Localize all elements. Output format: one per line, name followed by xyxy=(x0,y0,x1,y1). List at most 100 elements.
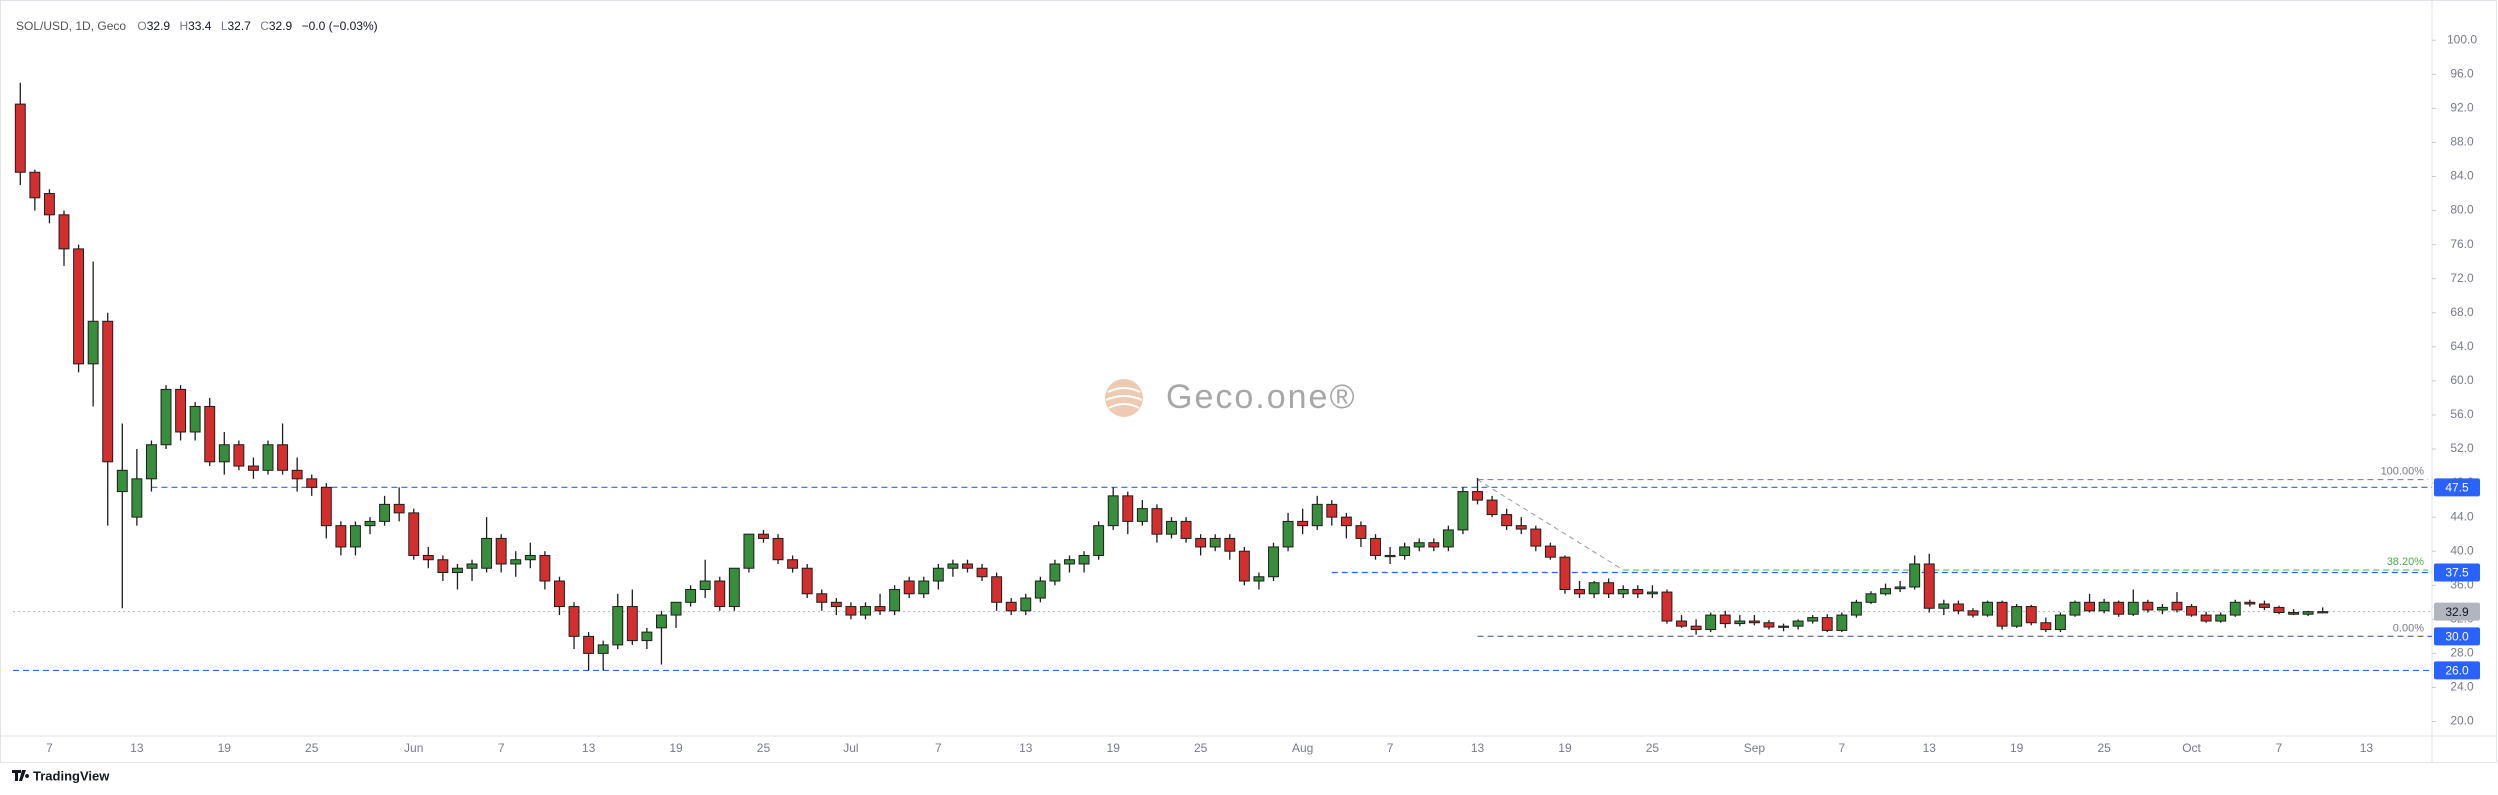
candle-body xyxy=(1355,525,1367,539)
candle-body xyxy=(1792,620,1804,627)
y-tick-label: 76.0 xyxy=(2450,237,2474,251)
candle-body xyxy=(816,593,828,603)
candle-body xyxy=(656,614,667,629)
candle-body xyxy=(1064,559,1075,565)
candle-body xyxy=(1428,542,1440,548)
candle-body xyxy=(43,193,55,216)
candle-body xyxy=(1807,617,1819,622)
candle-body xyxy=(1909,563,1921,588)
candle-body xyxy=(1195,537,1207,548)
x-tick-label: Jun xyxy=(404,741,423,755)
x-tick-label: 25 xyxy=(1646,741,1660,755)
candle-body xyxy=(1224,537,1236,552)
candle-body xyxy=(1982,601,1993,616)
candle-body xyxy=(918,580,930,595)
y-tick-label: 20.0 xyxy=(2450,714,2474,728)
candle-body xyxy=(1880,588,1891,595)
candle-body xyxy=(1574,589,1585,595)
candle-body xyxy=(393,503,405,514)
x-tick-label: 7 xyxy=(2276,741,2283,755)
candle-body xyxy=(73,248,85,365)
candle-body xyxy=(2273,606,2285,614)
candle-body xyxy=(830,601,842,608)
candle-body xyxy=(1952,603,1964,612)
candle-body xyxy=(2069,601,2081,616)
candle-body xyxy=(466,563,478,569)
candle-body xyxy=(102,320,114,463)
candle-body xyxy=(1646,591,1658,595)
tv-logo xyxy=(12,770,30,781)
candle-body xyxy=(1617,589,1629,595)
x-tick-label: 7 xyxy=(935,741,942,755)
x-tick-label: 19 xyxy=(1558,741,1572,755)
candle-body xyxy=(1690,625,1702,631)
price-box-label: 32.9 xyxy=(2445,605,2469,619)
candle-body xyxy=(1107,495,1119,527)
candle-body xyxy=(204,405,216,463)
candle-body xyxy=(1763,622,1775,628)
candle-body xyxy=(1166,520,1177,535)
footer-text: TradingView xyxy=(33,768,110,783)
candle-body xyxy=(262,444,274,471)
candle-body xyxy=(2084,601,2096,612)
candle-body xyxy=(889,589,901,612)
candle-body xyxy=(758,533,769,539)
candle-body xyxy=(1501,514,1513,527)
y-tick-label: 40.0 xyxy=(2450,543,2474,557)
candle-body xyxy=(801,567,813,595)
candle-body xyxy=(947,563,959,569)
candle-body xyxy=(1049,563,1061,582)
candle-body xyxy=(364,520,376,527)
candle-body xyxy=(1734,620,1746,625)
watermark: Geco.one® xyxy=(1105,378,1355,417)
candle-body xyxy=(1865,593,1877,603)
x-tick-label: Aug xyxy=(1292,741,1313,755)
candle-body xyxy=(1238,550,1250,582)
candle-body xyxy=(2215,614,2227,622)
candle-body xyxy=(1850,601,1862,616)
candle-body xyxy=(1515,525,1527,530)
price-box-label: 47.5 xyxy=(2445,481,2469,495)
candle-body xyxy=(1530,528,1542,547)
candle-body xyxy=(175,388,187,433)
candle-body xyxy=(1661,591,1673,622)
candle-body xyxy=(1209,537,1221,548)
candle-body xyxy=(903,580,915,595)
candle-body xyxy=(743,533,755,569)
y-tick-label: 68.0 xyxy=(2450,305,2474,319)
candle-body xyxy=(1472,491,1483,501)
x-tick-label: Jul xyxy=(843,741,858,755)
candle-body xyxy=(1268,546,1279,578)
y-tick-label: 56.0 xyxy=(2450,407,2474,421)
fib-label: 0.00% xyxy=(2393,622,2424,634)
candle-body xyxy=(874,606,886,612)
y-tick-label: 88.0 xyxy=(2450,135,2474,149)
candle-body xyxy=(524,554,536,561)
candle-body xyxy=(247,465,259,471)
candle-body xyxy=(2113,601,2125,615)
x-tick-label: 13 xyxy=(1471,741,1485,755)
price-box-label: 30.0 xyxy=(2445,630,2469,644)
candle-body xyxy=(2229,601,2241,616)
candle-body xyxy=(481,537,493,569)
candle-body xyxy=(1748,620,1760,624)
candle-body xyxy=(1034,580,1046,599)
candle-body xyxy=(160,388,172,446)
change: −0.0 (−0.03%) xyxy=(302,19,378,33)
x-tick-label: 7 xyxy=(498,741,505,755)
candle-body xyxy=(145,444,157,480)
ohlc-label: L xyxy=(221,19,228,33)
candle-body xyxy=(2200,614,2212,622)
candle-body xyxy=(2011,606,2023,627)
y-tick-label: 92.0 xyxy=(2450,101,2474,115)
candle-body xyxy=(1938,603,1950,609)
candle-body xyxy=(2302,611,2314,615)
x-tick-label: 25 xyxy=(305,741,319,755)
candle-body xyxy=(306,478,318,488)
candle-body xyxy=(1996,601,2008,627)
symbol: SOL/USD, 1D, Geco xyxy=(16,19,126,33)
candle-body xyxy=(991,576,1003,603)
x-tick-label: 19 xyxy=(669,741,683,755)
